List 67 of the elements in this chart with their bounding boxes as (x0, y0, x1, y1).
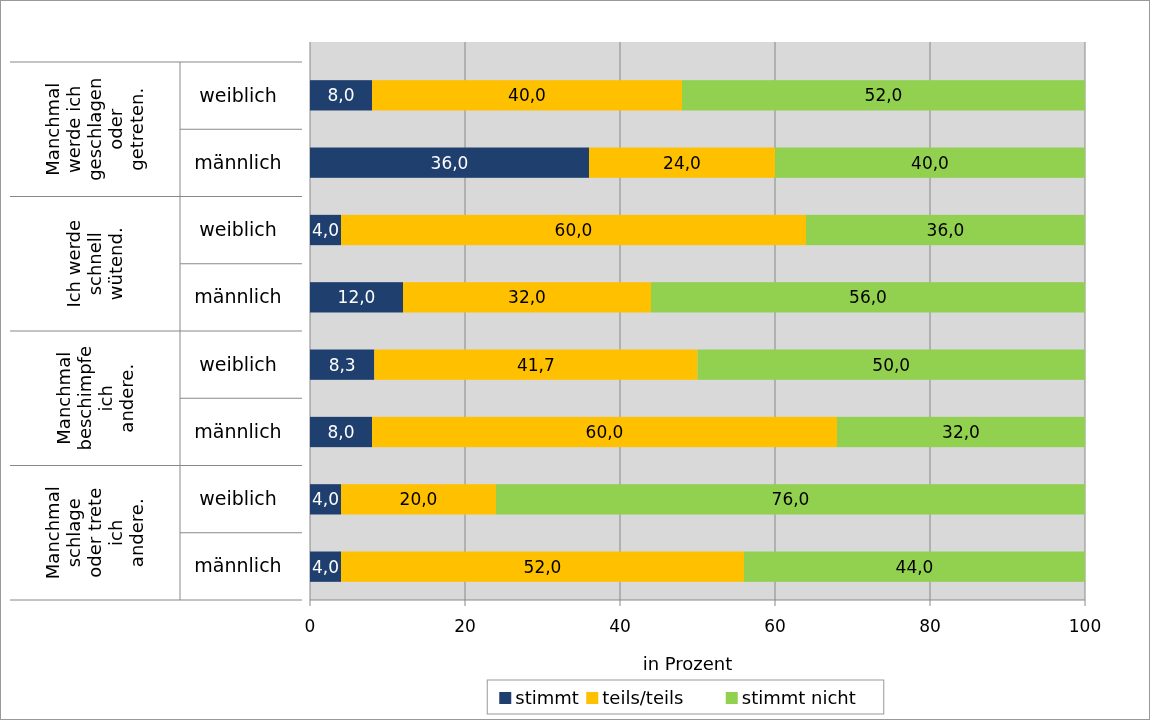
data-label: 12,0 (337, 287, 376, 308)
bar (341, 484, 496, 515)
data-label: 50,0 (872, 354, 911, 375)
bar (682, 80, 1085, 111)
y-tick-label: männlich (194, 150, 282, 173)
bar (372, 80, 682, 111)
bar (310, 147, 589, 178)
x-tick-label: 100 (1068, 616, 1102, 636)
text: Ich werde schnell wütend. (63, 219, 126, 308)
x-tick-label: 40 (609, 616, 631, 636)
legend-label: teils/teils (602, 687, 684, 708)
bar (372, 416, 837, 448)
bar (837, 416, 1085, 448)
data-label: 4,0 (311, 220, 340, 240)
bar (310, 416, 372, 448)
data-label: 41,7 (516, 354, 555, 375)
text: Manchmal beschimpfe ich andere. (52, 345, 137, 451)
text: Manchmal werde ich geschlagen oder getreten. (42, 77, 147, 181)
data-label: 8,0 (327, 85, 355, 106)
bar (496, 484, 1085, 515)
data-label: 36,0 (430, 152, 469, 173)
data-label: 40,0 (508, 85, 546, 106)
bar (806, 214, 1085, 246)
data-label: 60,0 (585, 422, 624, 442)
bar (310, 80, 372, 111)
x-tick-label: 80 (919, 616, 941, 636)
bar (744, 551, 1085, 582)
data-label: 32,0 (942, 422, 980, 442)
y-tick-label: männlich (194, 285, 282, 308)
y-tick-label: weiblich (199, 352, 277, 375)
bar (589, 147, 775, 178)
x-tick-label: 20 (454, 616, 476, 636)
data-label: 8,3 (328, 354, 356, 375)
legend-label: stimmt (515, 687, 579, 708)
data-label: 4,0 (311, 556, 340, 577)
y-tick-label: weiblich (199, 487, 277, 510)
data-label: 40,0 (911, 152, 949, 173)
data-label: 8,0 (327, 422, 355, 442)
bar (341, 214, 806, 246)
bar (374, 349, 698, 380)
data-label: 60,0 (554, 220, 593, 240)
y-tick-label: männlich (194, 554, 282, 577)
data-label: 20,0 (399, 489, 438, 510)
data-label: 56,0 (849, 287, 887, 308)
data-label: 52,0 (523, 556, 562, 577)
bar (310, 349, 375, 380)
y-tick-label: weiblich (199, 83, 277, 106)
bar (697, 349, 1085, 380)
legend-label: stimmt nicht (741, 687, 856, 708)
data-label: 36,0 (926, 220, 965, 240)
x-tick-label: 0 (304, 616, 316, 636)
bar (310, 282, 403, 313)
y-tick-label: männlich (194, 419, 282, 442)
data-label: 44,0 (895, 556, 934, 577)
data-label: 32,0 (508, 287, 546, 308)
bar (341, 551, 744, 582)
x-tick-label: 60 (764, 616, 786, 636)
bar (403, 282, 651, 313)
x-axis-title: in Prozent (642, 653, 733, 674)
data-label: 52,0 (864, 85, 903, 106)
data-label: 24,0 (663, 152, 701, 173)
data-label: 4,0 (311, 489, 340, 510)
text: Manchmal schlage oder trete ich andere. (42, 486, 147, 580)
bar (775, 147, 1085, 178)
y-tick-label: weiblich (199, 218, 277, 241)
bar (651, 282, 1085, 313)
data-label: 76,0 (771, 489, 810, 510)
